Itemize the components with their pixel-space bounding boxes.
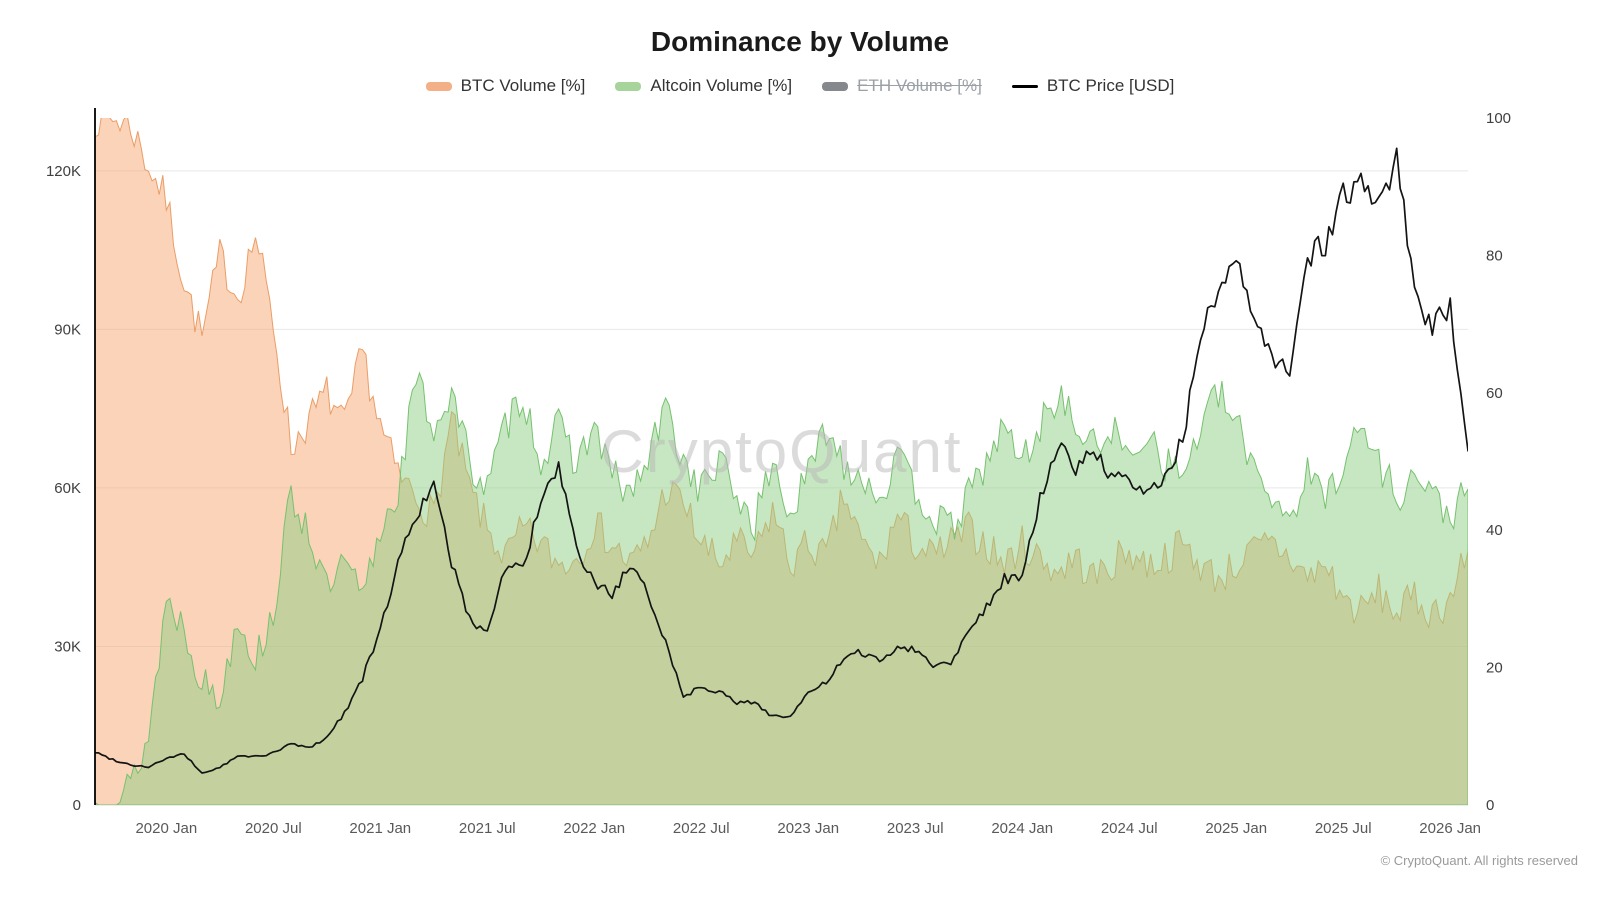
chart-title: Dominance by Volume xyxy=(650,26,950,57)
altcoin-volume-legend-label: Altcoin Volume [%] xyxy=(650,76,793,95)
btc-volume-legend-marker xyxy=(425,81,452,91)
x-tick-label: 2021 Jul xyxy=(459,820,516,837)
eth-volume-legend-marker xyxy=(822,81,849,91)
legend-item-btc-volume[interactable]: BTC Volume [%] xyxy=(425,76,586,96)
altcoin-volume-legend-marker xyxy=(615,81,642,91)
legend-item-eth-volume[interactable]: ETH Volume [%] xyxy=(822,76,982,96)
x-tick-label: 2023 Jul xyxy=(887,820,944,837)
x-tick-label: 2020 Jan xyxy=(135,820,197,837)
btc-price-legend-label: BTC Price [USD] xyxy=(1046,76,1175,95)
x-tick-label: 2022 Jan xyxy=(563,820,625,837)
x-tick-label: 2024 Jan xyxy=(991,820,1053,837)
y-left-tick-label: 30K xyxy=(54,638,81,655)
legend-item-btc-price[interactable]: BTC Price [USD] xyxy=(1011,76,1175,96)
x-tick-label: 2026 Jan xyxy=(1419,820,1481,837)
y-right-tick-label: 40 xyxy=(1486,522,1503,539)
x-tick-label: 2025 Jan xyxy=(1205,820,1267,837)
btc-price-line xyxy=(95,147,1468,774)
altcoin-volume-area xyxy=(95,371,1468,805)
x-tick-label: 2023 Jan xyxy=(777,820,839,837)
copyright-notice: © CryptoQuant. All rights reserved xyxy=(1380,853,1578,868)
y-right-tick-label: 100 xyxy=(1486,110,1511,127)
axis-labels: 0 30K 60K 90K 120K 0 20 40 60 80 100 2020 Jan 2020 J… xyxy=(46,110,1511,837)
y-left-tick-label: 0 xyxy=(73,797,81,814)
x-tick-label: 2022 Jul xyxy=(673,820,730,837)
btc-volume-legend-label: BTC Volume [%] xyxy=(460,76,586,95)
legend-item-altcoin-volume[interactable]: Altcoin Volume [%] xyxy=(615,76,792,96)
y-left-tick-label: 120K xyxy=(46,163,81,180)
x-tick-label: 2024 Jul xyxy=(1101,820,1158,837)
x-tick-label: 2020 Jul xyxy=(245,820,302,837)
y-right-tick-label: 20 xyxy=(1486,660,1503,677)
chart-legend: BTC Volume [%] Altcoin Volume [%] ETH Volu… xyxy=(0,76,1600,96)
btc-price-legend-marker xyxy=(1011,84,1038,88)
cryptoquant-watermark: CryptoQuant xyxy=(600,418,962,485)
x-tick-label: 2025 Jul xyxy=(1315,820,1372,837)
y-left-tick-label: 90K xyxy=(54,321,81,338)
x-tick-label: 2021 Jan xyxy=(349,820,411,837)
y-right-tick-label: 0 xyxy=(1486,797,1494,814)
y-right-tick-label: 80 xyxy=(1486,247,1503,264)
eth-volume-legend-label: ETH Volume [%] xyxy=(857,76,982,95)
y-left-tick-label: 60K xyxy=(54,480,81,497)
y-right-tick-label: 60 xyxy=(1486,385,1503,402)
